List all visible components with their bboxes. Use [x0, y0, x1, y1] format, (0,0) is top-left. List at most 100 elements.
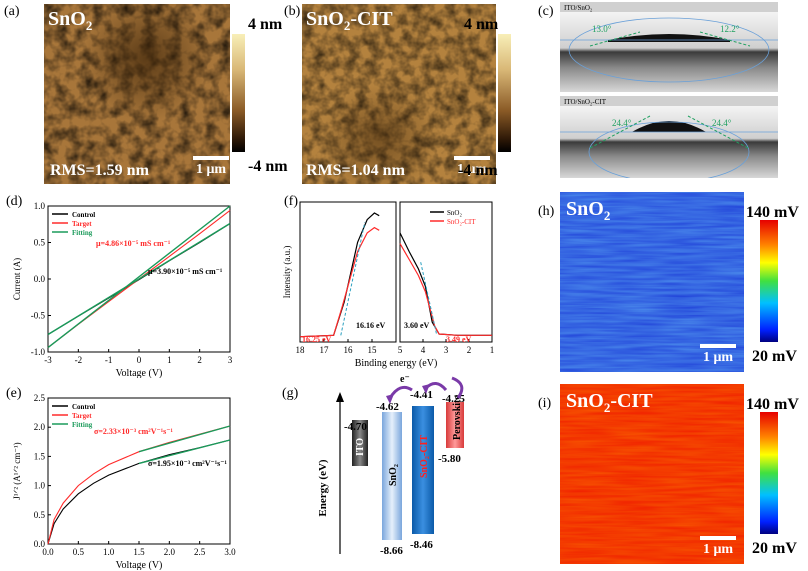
- annotation: 16.25 eV: [302, 335, 332, 344]
- ca-bottom-right-angle: 24.4°: [712, 118, 732, 128]
- annotation: 3.60 eV: [404, 321, 430, 330]
- x-tick-label: 2: [197, 355, 202, 365]
- afm-colorbar-a: [232, 34, 245, 152]
- y-tick-label: 1.0: [34, 201, 46, 211]
- kpfm-colorbar-i: [760, 412, 778, 534]
- x-tick-label: 0: [137, 355, 142, 365]
- series-line-fitting: [47, 205, 231, 349]
- energy-level-diagram: Energy (eV) ITO -4.70 SnO₂ -4.62 -8.66 S…: [317, 374, 465, 557]
- ca-bottom-title: ITO/SnO₂-CIT: [564, 98, 607, 106]
- x-tick-label: 0.0: [42, 547, 54, 557]
- chart-d: -3 -2 -1 0 1 2 3 -1.0 -0.5 0.0 0.5 1.0 Voltage (V) Cu…: [12, 201, 233, 378]
- x-tick-label: 16: [344, 345, 354, 355]
- y-tick-label: 1.0: [34, 481, 46, 491]
- afm-rms-a: RMS=1.59 nm: [50, 162, 149, 179]
- afm-rms-b: RMS=1.04 nm: [306, 162, 405, 179]
- series-line-fitting: [47, 222, 231, 336]
- panel-e-label: (e): [6, 386, 22, 401]
- legend-label: Target: [72, 412, 92, 420]
- afm-image-sno2: SnO2 RMS=1.59 nm 1 μm: [44, 4, 230, 184]
- series-line-fitting: [138, 425, 231, 453]
- y-tick-label: 2.0: [34, 422, 46, 432]
- annotation-control: σ=1.95×10⁻³ cm²V⁻¹s⁻¹: [148, 459, 227, 468]
- chart-e: 0.0 0.5 1.0 1.5 2.0 2.5 3.0 0.0 0.5 1.0 1.5 2.0 2.5 V…: [12, 393, 236, 570]
- afm-texture-b: [302, 4, 496, 184]
- series-line-control: [47, 439, 231, 545]
- kpfm-title-i: SnO2-CIT: [566, 390, 653, 415]
- kpfm-scale-i: 1 μm: [694, 536, 742, 558]
- afm-cbar-max-b: 4 nm: [464, 16, 499, 33]
- series-line-right-0: [399, 232, 492, 336]
- kpfm-image-sno2: SnO2 1 μm: [560, 192, 744, 372]
- arrow-cit-to-sno2: [388, 385, 413, 399]
- series-line-fitting: [138, 439, 231, 465]
- legend-label: SnO₂: [447, 209, 462, 217]
- x-tick-label: 5: [398, 345, 403, 355]
- legend-label: Control: [72, 211, 95, 219]
- kpfm-scale-h: 1 μm: [694, 344, 742, 366]
- afm-cbar-min-a: -4 nm: [248, 158, 288, 175]
- band-perovskite-bottom: -5.80: [438, 453, 461, 465]
- kpfm-cbar-min-h: 20 mV: [752, 348, 797, 365]
- y-axis-label: Current (A): [12, 258, 22, 300]
- annotation-control: μ=3.90×10⁻⁵ mS cm⁻¹: [148, 267, 223, 276]
- ca-bottom-left-angle: 24.4°: [612, 118, 632, 128]
- y-tick-label: 0.0: [34, 539, 46, 549]
- ca-top-title: ITO/SnO₂: [564, 4, 593, 12]
- x-tick-label: -2: [75, 355, 83, 365]
- legend-label: SnO₂-CIT: [447, 218, 476, 226]
- kpfm-colorbar-h: [760, 220, 778, 342]
- x-tick-label: 4: [421, 345, 426, 355]
- afm-title-b: SnO2-CIT: [306, 8, 393, 33]
- arrow-perovskite-loop: [451, 376, 464, 399]
- afm-title-a: SnO2: [48, 8, 93, 33]
- fit-line-left: [340, 222, 366, 336]
- band-sno2-name: SnO₂: [388, 464, 399, 486]
- x-tick-label: 1.5: [133, 547, 145, 557]
- legend-label: Control: [72, 403, 95, 411]
- contact-angle-images: ITO/SnO₂ 13.0° 12.2° ITO/SnO₂-CIT 24.4° …: [560, 2, 778, 178]
- band-sno2-cit-bottom: -8.46: [410, 539, 433, 551]
- y-tick-label: 1.5: [34, 451, 46, 461]
- x-tick-label: 18: [296, 345, 306, 355]
- x-tick-label: 0.5: [73, 547, 85, 557]
- band-perovskite-name: Perovskite: [452, 395, 463, 440]
- electron-label: e⁻: [400, 374, 410, 385]
- panel-a-label: (a): [4, 4, 20, 19]
- x-tick-label: 1.0: [103, 547, 115, 557]
- afm-image-sno2-cit: SnO2-CIT RMS=1.04 nm 1 μm: [302, 4, 496, 184]
- series-line-left-0: [299, 212, 380, 338]
- kpfm-cbar-max-h: 140 mV: [746, 204, 799, 221]
- kpfm-cbar-min-i: 20 mV: [752, 540, 797, 557]
- x-tick-label: 2.0: [164, 547, 176, 557]
- afm-scale-a: 1 μm: [190, 156, 230, 178]
- legend-label: Fitting: [72, 421, 93, 429]
- annotation-target: σ=2.33×10⁻³ cm²V⁻¹s⁻¹: [94, 427, 173, 436]
- band-sno2-bottom: -8.66: [380, 545, 403, 557]
- y-tick-label: -0.5: [31, 311, 46, 321]
- panel-f-label: (f): [284, 194, 298, 209]
- band-ito: [352, 420, 368, 466]
- annotation: 3.49 eV: [446, 335, 472, 344]
- series-line-target: [47, 425, 231, 545]
- y-tick-label: -1.0: [31, 347, 46, 357]
- band-sno2-cit-top: -4.41: [410, 389, 433, 401]
- ca-top-right-angle: 12.2°: [720, 24, 740, 34]
- band-sno2: [382, 412, 402, 540]
- x-axis-label: Voltage (V): [116, 368, 163, 378]
- x-tick-label: 17: [320, 345, 330, 355]
- y-tick-label: 0.5: [34, 510, 46, 520]
- kpfm-cbar-max-i: 140 mV: [746, 396, 799, 413]
- fit-line-right: [420, 262, 438, 336]
- x-tick-label: 1: [490, 345, 495, 355]
- chart-f: 18 17 16 15 5 4 3 2 1 Binding energy (eV) Intensit…: [282, 201, 495, 369]
- legend-label: Target: [72, 220, 92, 228]
- y-axis-label: J¹ᐟ² (A¹ᐟ² cm⁻¹): [12, 442, 22, 499]
- ca-top-left-angle: 13.0°: [592, 24, 612, 34]
- afm-texture-a: [44, 4, 230, 184]
- panel-b-label: (b): [284, 4, 301, 19]
- energy-axis-label: Energy (eV): [317, 459, 329, 516]
- x-tick-label: -1: [105, 355, 113, 365]
- annotation: 16.16 eV: [356, 321, 386, 330]
- afm-cbar-max-a: 4 nm: [248, 16, 283, 33]
